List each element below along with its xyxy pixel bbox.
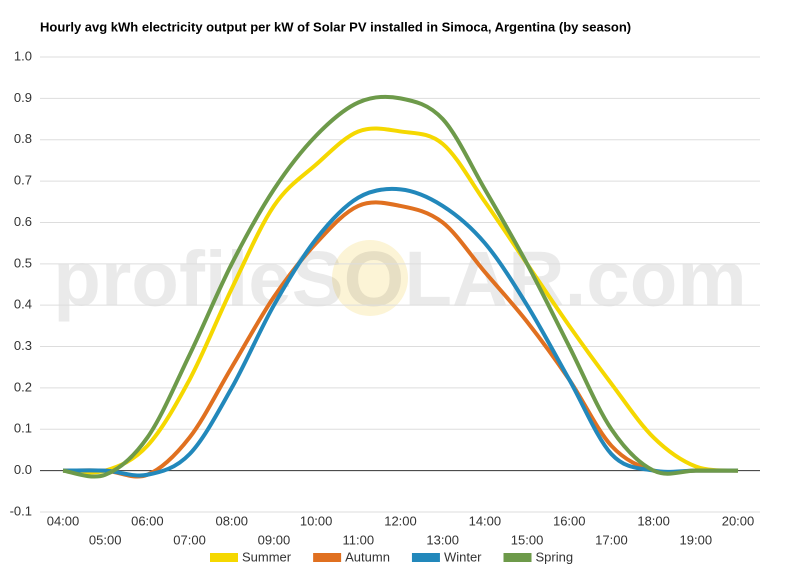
y-tick-label: 0.5 [14, 255, 32, 270]
chart-title: Hourly avg kWh electricity output per kW… [40, 19, 631, 34]
y-tick-label: 0.0 [14, 462, 32, 477]
legend-swatch [411, 553, 440, 562]
series-line [62, 200, 738, 479]
x-tick-label: 04:00 [47, 513, 80, 528]
x-tick-label: 11:00 [343, 532, 375, 547]
series-line [62, 186, 738, 478]
x-tick-label: 19:00 [680, 532, 713, 547]
y-tick-label: -0.1 [10, 503, 32, 518]
y-tick-label: 0.9 [14, 90, 32, 105]
legend-swatch [313, 553, 342, 562]
x-tick-label: 10:00 [300, 513, 333, 528]
legend-label: Autumn [345, 549, 390, 564]
x-tick-label: 15:00 [511, 532, 544, 547]
y-tick-label: 0.2 [14, 379, 32, 394]
x-tick-label: 06:00 [131, 513, 164, 528]
x-tick-label: 14:00 [469, 513, 502, 528]
x-tick-label: 18:00 [637, 513, 670, 528]
watermark-sun [332, 240, 408, 316]
y-tick-label: 0.6 [14, 214, 32, 229]
series-line [62, 126, 739, 475]
y-tick-label: 0.1 [14, 421, 32, 436]
x-tick-label: 16:00 [553, 513, 586, 528]
x-tick-label: 17:00 [595, 532, 628, 547]
x-tick-label: 08:00 [215, 513, 248, 528]
y-tick-label: 0.3 [14, 338, 32, 353]
series-line [62, 94, 738, 479]
legend-label: Summer [242, 549, 292, 564]
y-tick-label: 1.0 [14, 48, 32, 63]
x-tick-label: 12:00 [384, 513, 417, 528]
x-tick-label: 05:00 [89, 532, 122, 547]
legend-label: Winter [444, 549, 482, 564]
legend-label: Spring [536, 549, 574, 564]
watermark: profileSOLAR.com [53, 235, 746, 323]
x-tick-label: 13:00 [426, 532, 459, 547]
x-tick-label: 20:00 [722, 513, 755, 528]
y-tick-label: 0.7 [14, 173, 32, 188]
legend-swatch [503, 553, 532, 562]
x-tick-label: 09:00 [258, 532, 291, 547]
x-tick-label: 07:00 [173, 532, 206, 547]
y-tick-label: 0.4 [14, 297, 32, 312]
y-tick-label: 0.8 [14, 131, 32, 146]
legend-swatch [210, 553, 238, 562]
